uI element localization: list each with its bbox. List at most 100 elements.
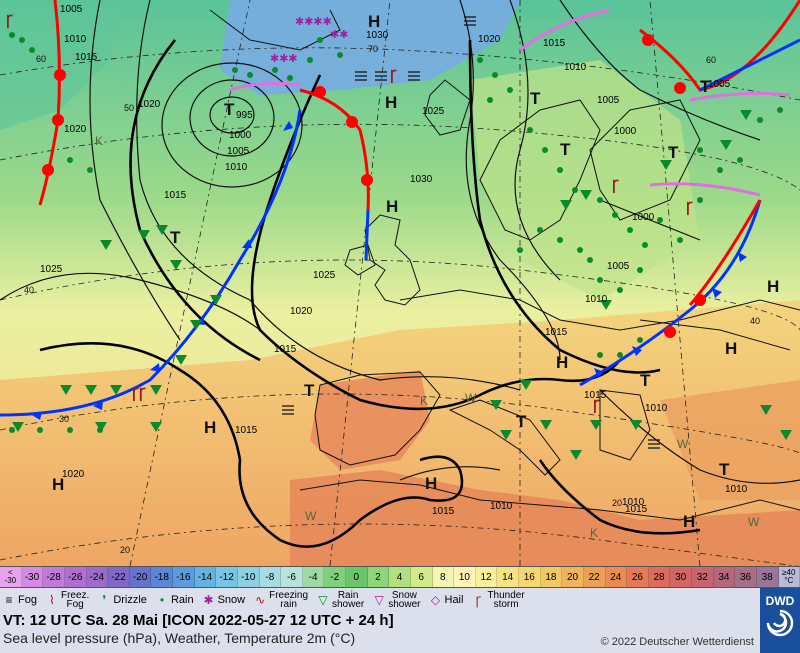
colorbar-cell: 20 bbox=[562, 567, 584, 587]
colorbar-cell: 28 bbox=[648, 567, 671, 587]
footer: VT: 12 UTC Sa. 28 Mai [ICON 2022-05-27 1… bbox=[0, 612, 760, 653]
colorbar-max-label: °C bbox=[784, 576, 794, 585]
occluded-fronts bbox=[229, 8, 791, 197]
colorbar-value-label: -12 bbox=[219, 571, 234, 583]
isobar-label: 1005 bbox=[227, 146, 250, 157]
dwd-swirl-icon bbox=[766, 609, 794, 637]
colorbar-cell: -6 bbox=[281, 567, 303, 587]
snow-symbols: ✱✱✱✱✱✱✱✱✱ bbox=[270, 15, 348, 65]
isobar-label: 1030 bbox=[410, 174, 433, 185]
latitude-label: 20 bbox=[120, 545, 130, 555]
legend-label: Freez. Fog bbox=[60, 590, 90, 610]
colorbar-cell: 14 bbox=[497, 567, 519, 587]
svg-text:✱✱: ✱✱ bbox=[330, 28, 348, 41]
latitude-label: 40 bbox=[24, 285, 34, 295]
colorbar-value-label: 18 bbox=[545, 571, 557, 583]
isobar-label: 1015 bbox=[625, 504, 648, 515]
isobar-label: 1015 bbox=[545, 327, 568, 338]
fog-symbols bbox=[282, 16, 660, 449]
snow-shower-icon: ▽ bbox=[374, 593, 384, 607]
front-east bbox=[579, 0, 800, 387]
colorbar-cell: 30 bbox=[670, 567, 692, 587]
latitude-label: 70 bbox=[368, 44, 378, 54]
colorbar-value-label: -22 bbox=[111, 571, 126, 583]
green-region-scandinavia bbox=[470, 60, 700, 300]
colorbar-cell: -12 bbox=[216, 567, 238, 587]
wind-mark: W bbox=[305, 509, 317, 523]
isobar-label: 1010 bbox=[564, 62, 587, 73]
legend-label: Drizzle bbox=[113, 594, 147, 606]
fog-icon: ≡ bbox=[5, 593, 13, 607]
low-pressure-center: T bbox=[560, 140, 571, 159]
colorbar-value-label: 38 bbox=[761, 571, 773, 583]
isobar-label: 1005 bbox=[708, 79, 731, 90]
legend-item-freezing-rain: ∿ Freezing rain bbox=[251, 591, 308, 610]
low-pressure-center: T bbox=[700, 77, 711, 96]
graticule bbox=[0, 0, 800, 566]
legend-item-snow: ✱ Snow bbox=[200, 593, 246, 607]
colorbar-value-label: 16 bbox=[523, 571, 535, 583]
weather-legend: ≡ Fog ⌇ Freez. Fog ❜ Drizzle • Rain ✱ Snow ∿ Freezi… bbox=[0, 588, 800, 612]
isobar-label: 1015 bbox=[274, 344, 297, 355]
colorbar-value-label: -24 bbox=[89, 571, 105, 583]
svg-text:Ꞅ: Ꞅ bbox=[593, 398, 600, 414]
colorbar-value-label: -20 bbox=[132, 571, 148, 583]
colorbar-cell: 36 bbox=[735, 567, 757, 587]
isobar-label: 1020 bbox=[478, 34, 501, 45]
colorbar-value-label: -4 bbox=[308, 571, 318, 583]
valid-time-label: VT: 12 UTC Sa. 28 Mai [ICON 2022-05-27 1… bbox=[3, 612, 394, 629]
cold-region-north bbox=[220, 0, 520, 95]
colorbar-cell: 8 bbox=[432, 567, 455, 587]
isobar-label: 1005 bbox=[60, 4, 83, 15]
colorbar-cell: 18 bbox=[540, 567, 563, 587]
high-pressure-center: H bbox=[386, 197, 398, 216]
isobar-label: 1020 bbox=[138, 99, 161, 110]
isobar-label: 1020 bbox=[290, 306, 313, 317]
isobar-label: 1000 bbox=[229, 130, 252, 141]
high-pressure-center: H bbox=[725, 339, 737, 358]
low-pressure-center: T bbox=[719, 460, 730, 479]
isobars bbox=[0, 0, 800, 484]
high-pressure-center: H bbox=[52, 475, 64, 494]
low-pressure-center: T bbox=[640, 371, 651, 390]
legend-item-fog: ≡ Fog bbox=[0, 593, 36, 607]
rain-symbols bbox=[9, 32, 783, 433]
latitude-label: 40 bbox=[750, 316, 760, 326]
svg-text:Ꞅ: Ꞅ bbox=[612, 178, 619, 194]
wind-mark: W bbox=[677, 437, 689, 451]
colorbar-cell: 4 bbox=[389, 567, 411, 587]
low-pressure-center: T bbox=[170, 228, 181, 247]
colorbar-cell: -18 bbox=[151, 567, 173, 587]
isobar-label: 1010 bbox=[585, 294, 608, 305]
legend-item-hail: ◇ Hail bbox=[427, 593, 464, 607]
colorbar-value-label: -28 bbox=[46, 571, 61, 583]
svg-text:Ꞅ: Ꞅ bbox=[686, 200, 693, 216]
colorbar-value-label: 6 bbox=[418, 571, 424, 583]
high-pressure-center: H bbox=[385, 93, 397, 112]
isobar-label: 1025 bbox=[313, 270, 336, 281]
dwd-logo: DWD bbox=[760, 588, 800, 653]
colorbar-cell: 22 bbox=[583, 567, 606, 587]
colorbar-cell: 26 bbox=[627, 567, 649, 587]
isobar-label: 1020 bbox=[62, 469, 85, 480]
isobar-label: 1015 bbox=[584, 390, 607, 401]
low-pressure-center: T bbox=[224, 100, 235, 119]
colorbar-cell: 24 bbox=[605, 567, 628, 587]
wind-mark: W bbox=[465, 391, 477, 405]
colorbar-cell: 0 bbox=[346, 567, 368, 587]
legend-label: Snow shower bbox=[388, 590, 421, 610]
low-pressure-center: T bbox=[530, 89, 541, 108]
high-pressure-center: H bbox=[425, 474, 437, 493]
colorbar-cell: -16 bbox=[173, 567, 195, 587]
dwd-logo-text: DWD bbox=[765, 594, 795, 608]
wind-mark: K bbox=[590, 526, 598, 540]
colorbar-cell: 2 bbox=[367, 567, 390, 587]
latitude-label: 30 bbox=[59, 414, 69, 424]
wind-mark: W bbox=[748, 515, 760, 529]
colorbar-min-label: -30 bbox=[4, 576, 17, 585]
colorbar-value-label: -16 bbox=[176, 571, 191, 583]
low-pressure-center: T bbox=[304, 381, 315, 400]
colorbar-cell: -28 bbox=[43, 567, 65, 587]
colorbar-max-label: ≥40 bbox=[782, 568, 796, 577]
